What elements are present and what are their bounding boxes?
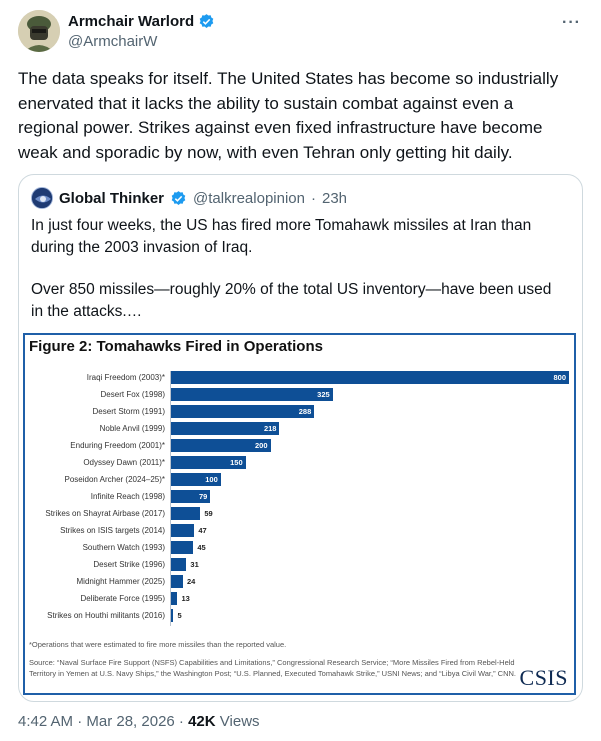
- views-count: 42K: [188, 713, 216, 730]
- bar-value-label: 100: [205, 475, 218, 484]
- quoted-tweet-time[interactable]: 23h: [321, 189, 348, 207]
- quoted-author-handle[interactable]: @talkrealopinion: [193, 189, 305, 207]
- tweet-meta: 4:42 AM · Mar 28, 2026 · 42K Views: [18, 713, 260, 730]
- quoted-text-paragraph-2: Over 850 missiles—roughly 20% of the tot…: [31, 281, 552, 320]
- chart-source: Source: “Naval Surface Fire Support (NSF…: [29, 658, 516, 678]
- author-block: Armchair Warlord @ArmchairW: [68, 13, 215, 50]
- bar: [171, 456, 246, 469]
- quoted-text-paragraph-1: In just four weeks, the US has fired mor…: [31, 217, 532, 256]
- bar-label: Infinite Reach (1998): [90, 492, 165, 501]
- bar: [171, 422, 280, 435]
- chart-axis-line: [170, 371, 171, 626]
- bar-label: Poseidon Archer (2024–25)*: [64, 475, 165, 484]
- bar-value-label: 200: [254, 441, 268, 450]
- bar-value-label: 325: [317, 390, 330, 399]
- bar-value-label: 79: [198, 492, 208, 501]
- bar: [171, 388, 333, 401]
- separator-dot: ·: [310, 189, 316, 207]
- bar-label: Midnight Hammer (2025): [76, 577, 165, 586]
- bar-label: Strikes on Shayrat Airbase (2017): [45, 509, 165, 518]
- bar: [171, 439, 271, 452]
- bar-label: Strikes on ISIS targets (2014): [60, 526, 165, 535]
- bar-value-label: 31: [190, 560, 199, 569]
- author-avatar[interactable]: [18, 10, 60, 52]
- bar: [171, 592, 178, 605]
- csis-logo: CSIS: [519, 665, 568, 690]
- bar-value-label: 5: [177, 611, 182, 620]
- tweet-timestamp[interactable]: 4:42 AM · Mar 28, 2026 ·: [18, 713, 189, 730]
- bar-label: Iraqi Freedom (2003)*: [86, 373, 165, 382]
- bar-label: Noble Anvil (1999): [99, 424, 165, 433]
- bar-value-label: 13: [181, 594, 190, 603]
- quoted-verified-badge-icon: [170, 190, 187, 207]
- chart-title: Figure 2: Tomahawks Fired in Operations: [29, 338, 323, 355]
- quoted-author-avatar[interactable]: [31, 187, 53, 209]
- bar-value-label: 59: [204, 509, 213, 518]
- bar-value-label: 800: [553, 373, 566, 382]
- quoted-author-name[interactable]: Global Thinker: [59, 189, 165, 207]
- bar-value-label: 218: [263, 424, 277, 433]
- bar: [171, 575, 183, 588]
- bar-value-label: 47: [198, 526, 207, 535]
- chart-footnote: *Operations that were estimated to fire …: [29, 640, 287, 649]
- more-options-icon[interactable]: ···: [562, 14, 581, 31]
- bar: [171, 609, 174, 622]
- bar: [171, 371, 569, 384]
- bar: [171, 490, 211, 503]
- bar: [171, 405, 315, 418]
- author-name[interactable]: Armchair Warlord: [68, 13, 195, 30]
- bar-value-label: 24: [186, 577, 196, 586]
- bar-label: Desert Fox (1998): [100, 390, 165, 399]
- quoted-tweet[interactable]: Global Thinker @talkrealopinion · 23h In…: [18, 174, 583, 702]
- bar-label: Southern Watch (1993): [82, 543, 165, 552]
- quoted-tweet-text: In just four weeks, the US has fired mor…: [31, 215, 566, 343]
- bar-value-label: 45: [197, 543, 206, 552]
- bar-value-label: 288: [298, 407, 312, 416]
- bar-label: Enduring Freedom (2001)*: [70, 441, 165, 450]
- bar: [171, 558, 187, 571]
- bar-label: Desert Strike (1996): [93, 560, 165, 569]
- views-label: Views: [215, 713, 260, 730]
- bar: [171, 541, 194, 554]
- bar: [171, 524, 195, 537]
- tweet-text: The data speaks for itself. The United S…: [18, 69, 559, 162]
- verified-badge-icon: [198, 13, 215, 30]
- quoted-tweet-header: Global Thinker @talkrealopinion · 23h: [31, 187, 347, 209]
- bar-label: Odyssey Dawn (2011)*: [83, 458, 165, 467]
- chart-figure[interactable]: Figure 2: Tomahawks Fired in Operations …: [23, 333, 576, 695]
- bar-label: Desert Storm (1991): [92, 407, 165, 416]
- author-handle[interactable]: @ArmchairW: [68, 33, 158, 50]
- bar-label: Strikes on Houthi militants (2016): [47, 611, 165, 620]
- bar: [171, 507, 201, 520]
- bar: [171, 473, 221, 486]
- bar-value-label: 150: [230, 458, 243, 467]
- bar-label: Deliberate Force (1995): [80, 594, 165, 603]
